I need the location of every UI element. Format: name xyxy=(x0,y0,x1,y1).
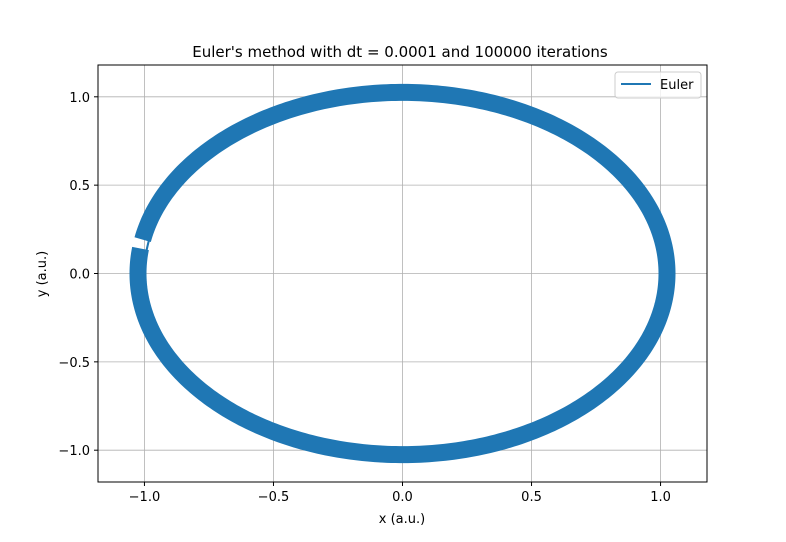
x-tick-label: 0.0 xyxy=(392,490,413,505)
x-tick-label: 0.5 xyxy=(521,490,542,505)
x-tick-label: −1.0 xyxy=(129,490,161,505)
series-euler-line xyxy=(129,83,676,464)
y-tick-label: 1.0 xyxy=(69,91,90,106)
y-tick-label: 0.5 xyxy=(69,179,90,194)
y-tick-label: −0.5 xyxy=(58,356,90,371)
legend-label-euler: Euler xyxy=(660,78,694,93)
x-axis-ticks: −1.0 −0.5 0.0 0.5 1.0 xyxy=(129,482,671,505)
x-tick-label: −0.5 xyxy=(258,490,290,505)
y-axis-label: y (a.u.) xyxy=(35,251,50,297)
legend: Euler xyxy=(614,71,702,99)
x-tick-label: 1.0 xyxy=(650,490,671,505)
y-tick-label: −1.0 xyxy=(58,444,90,459)
series-euler-band xyxy=(129,83,676,464)
x-axis-label: x (a.u.) xyxy=(379,512,425,527)
legend-box xyxy=(614,71,702,99)
y-axis-ticks: −1.0 −0.5 0.0 0.5 1.0 xyxy=(58,91,98,459)
y-tick-label: 0.0 xyxy=(69,268,90,283)
chart-title: Euler's method with dt = 0.0001 and 1000… xyxy=(192,43,608,61)
